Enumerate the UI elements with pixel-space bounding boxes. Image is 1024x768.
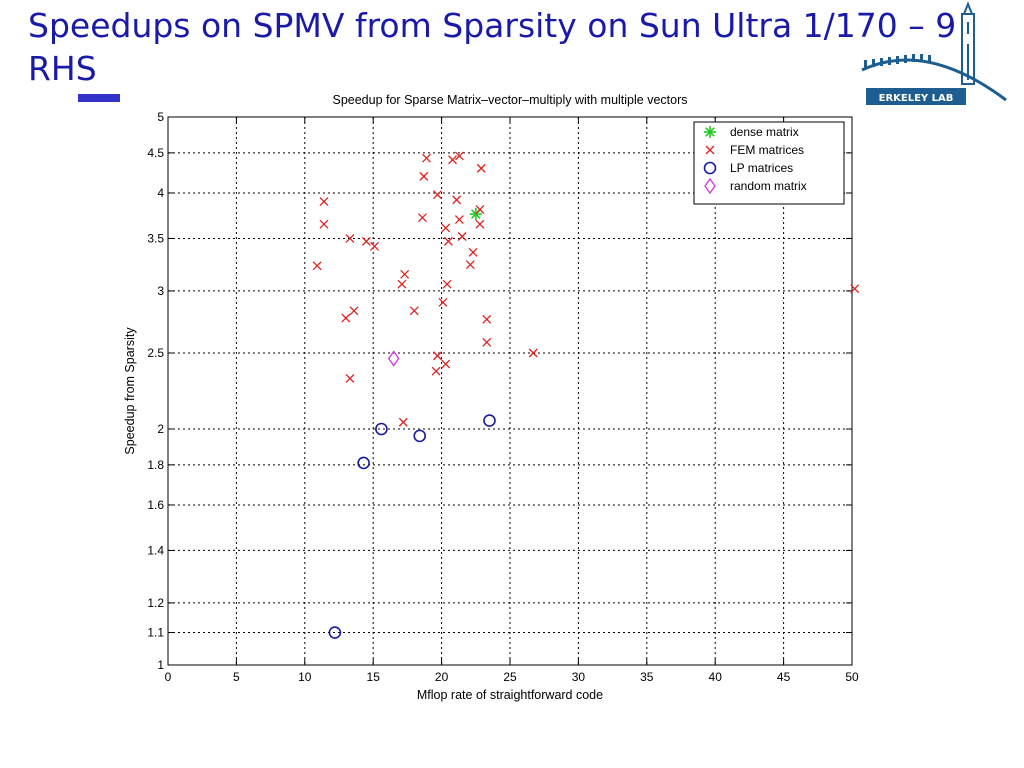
data-point-FEM-matrices bbox=[312, 261, 322, 271]
data-point-FEM-matrices bbox=[433, 351, 442, 361]
data-point-FEM-matrices bbox=[475, 205, 485, 215]
y-tick-label: 1.8 bbox=[147, 458, 164, 472]
x-tick-label: 15 bbox=[367, 670, 381, 684]
data-point-FEM-matrices bbox=[443, 236, 453, 246]
data-point-FEM-matrices bbox=[409, 306, 419, 316]
legend-marker bbox=[704, 126, 716, 138]
data-point-FEM-matrices bbox=[465, 260, 475, 270]
data-point-LP-matrices bbox=[328, 626, 342, 639]
data-point-FEM-matrices bbox=[361, 236, 371, 246]
data-point-FEM-matrices bbox=[431, 366, 441, 376]
data-point-FEM-matrices bbox=[400, 269, 410, 279]
x-tick-label: 5 bbox=[233, 670, 240, 684]
data-point-FEM-matrices bbox=[448, 155, 458, 165]
legend-label: dense matrix bbox=[730, 125, 799, 139]
x-tick-label: 20 bbox=[435, 670, 449, 684]
data-point-FEM-matrices bbox=[441, 359, 451, 369]
y-tick-label: 2 bbox=[157, 422, 164, 436]
legend-label: random matrix bbox=[730, 179, 807, 193]
data-point-LP-matrices bbox=[413, 429, 427, 443]
y-tick-label: 1 bbox=[157, 658, 164, 672]
slide-title: Speedups on SPMV from Sparsity on Sun Ul… bbox=[28, 6, 957, 88]
x-tick-label: 30 bbox=[572, 670, 586, 684]
scatter-chart: 0 5 10 15 20 25 30 35 40 45 5011.11.21.41.61.822.5… bbox=[123, 93, 860, 702]
chart-title: Speedup for Sparse Matrix–vector–multipl… bbox=[332, 93, 687, 107]
y-tick-label: 4.5 bbox=[147, 146, 164, 160]
y-tick-label: 4 bbox=[157, 186, 164, 200]
x-tick-label: 40 bbox=[709, 670, 723, 684]
legend-marker bbox=[703, 161, 717, 175]
data-point-FEM-matrices bbox=[454, 215, 464, 224]
data-point-FEM-matrices bbox=[454, 151, 464, 161]
data-point-FEM-matrices bbox=[482, 337, 492, 347]
data-point-FEM-matrices bbox=[850, 284, 860, 294]
y-tick-label: 1.1 bbox=[147, 626, 164, 640]
data-point-LP-matrices bbox=[357, 456, 370, 470]
berkeley-lab-logo: ERKELEY LAB bbox=[861, 1, 1007, 105]
legend: dense matrix FEM matrices LP matrices rando… bbox=[693, 121, 845, 205]
y-tick-label: 1.6 bbox=[147, 498, 164, 512]
data-point-FEM-matrices bbox=[417, 213, 427, 223]
data-point-FEM-matrices bbox=[341, 313, 351, 323]
data-point-FEM-matrices bbox=[397, 279, 407, 289]
data-point-FEM-matrices bbox=[482, 314, 492, 324]
data-point-FEM-matrices bbox=[370, 241, 380, 251]
legend-marker bbox=[704, 177, 716, 195]
y-tick-label: 1.4 bbox=[147, 543, 164, 557]
data-point-FEM-matrices bbox=[441, 223, 451, 233]
data-point-FEM-matrices bbox=[349, 306, 359, 316]
ticks: 0 5 10 15 20 25 30 35 40 45 5011.11.21.41.61.822.5… bbox=[147, 110, 859, 684]
data-point-FEM-matrices bbox=[319, 197, 329, 207]
y-tick-label: 5 bbox=[157, 110, 164, 124]
y-tick-label: 2.5 bbox=[147, 346, 164, 360]
legend-box bbox=[693, 121, 845, 205]
y-tick-label: 1.2 bbox=[147, 596, 164, 610]
x-tick-label: 25 bbox=[503, 670, 517, 684]
data-point-FEM-matrices bbox=[398, 417, 408, 427]
y-tick-label: 3 bbox=[157, 284, 164, 298]
y-axis-label: Speedup from Sparsity bbox=[123, 327, 137, 455]
data-point-FEM-matrices bbox=[345, 233, 355, 243]
data-point-FEM-matrices bbox=[457, 232, 467, 241]
x-tick-label: 35 bbox=[640, 670, 654, 684]
data-point-FEM-matrices bbox=[319, 219, 329, 229]
data-points bbox=[312, 151, 860, 639]
data-point-LP-matrices bbox=[483, 414, 496, 427]
x-tick-label: 10 bbox=[298, 670, 312, 684]
data-point-FEM-matrices bbox=[345, 373, 355, 383]
data-point-FEM-matrices bbox=[442, 279, 452, 289]
data-point-LP-matrices bbox=[375, 422, 388, 436]
x-tick-label: 45 bbox=[777, 670, 791, 684]
legend-marker bbox=[705, 145, 715, 155]
legend-label: LP matrices bbox=[730, 161, 793, 175]
x-axis-label: Mflop rate of straightforward code bbox=[417, 688, 603, 702]
data-point-FEM-matrices bbox=[468, 247, 478, 257]
data-point-FEM-matrices bbox=[433, 190, 442, 200]
y-tick-label: 3.5 bbox=[147, 231, 164, 245]
x-tick-label: 50 bbox=[845, 670, 859, 684]
data-point-random-matrix bbox=[387, 350, 400, 367]
data-point-FEM-matrices bbox=[419, 171, 429, 181]
data-point-FEM-matrices bbox=[476, 163, 486, 173]
data-point-FEM-matrices bbox=[438, 298, 448, 307]
x-tick-label: 0 bbox=[165, 670, 172, 684]
data-point-FEM-matrices bbox=[528, 348, 538, 358]
data-point-FEM-matrices bbox=[452, 195, 462, 205]
data-point-FEM-matrices bbox=[422, 153, 432, 163]
legend-label: FEM matrices bbox=[730, 143, 804, 157]
data-point-FEM-matrices bbox=[475, 219, 485, 229]
title-accent-bar bbox=[78, 94, 120, 102]
logo-text: ERKELEY LAB bbox=[879, 93, 954, 104]
